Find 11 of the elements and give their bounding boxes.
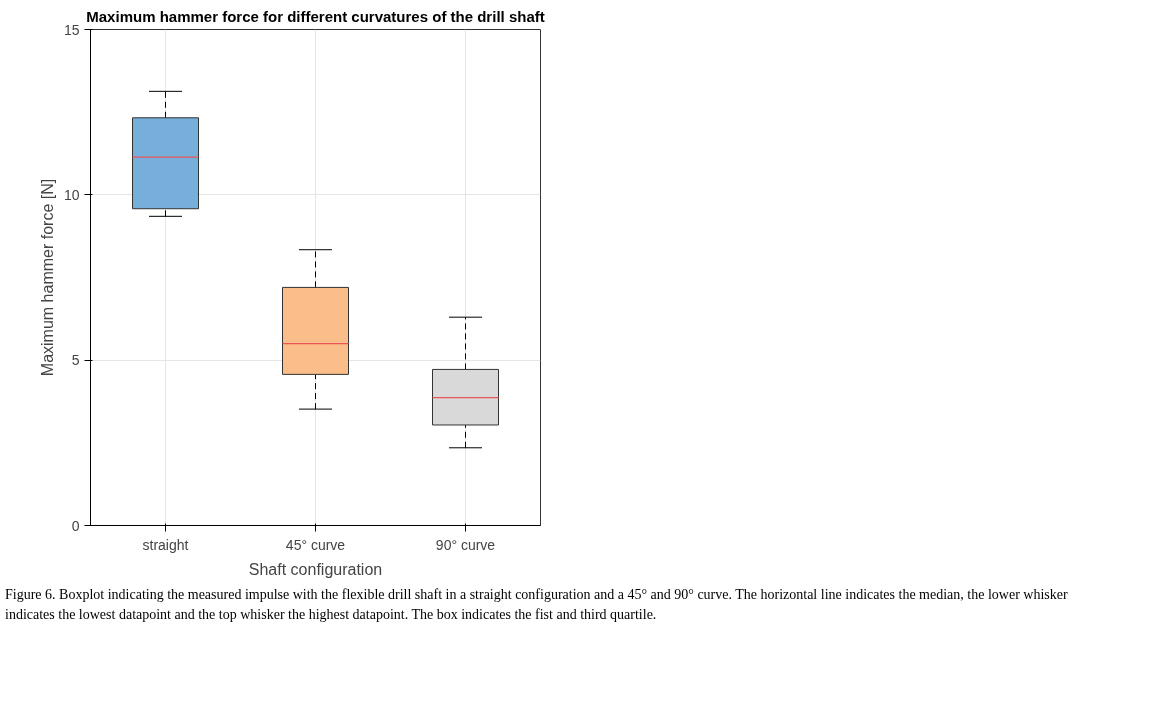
y-tick-label: 5 [71, 352, 80, 369]
x-tick-label: straight [142, 536, 189, 553]
y-tick-label: 0 [71, 517, 80, 534]
x-tick-label: 90° curve [435, 536, 496, 553]
y-axis-title: Maximum hammer force [N] [38, 178, 56, 377]
y-tick-label: 10 [63, 186, 80, 203]
x-axis-title: Shaft configuration [248, 560, 383, 578]
y-tick-label: 15 [63, 21, 80, 38]
chart-title: Maximum hammer force for different curvatures of the drill shaft [86, 7, 545, 25]
caption: Figure 6. Boxplot indicating the measured impulse with the flexible drill shaft in a straight configuration and a 45° and 90° curve. The horizontal line indicates the median, the lower whisker indicates the lowest datapoint and the top whisker the highest datapoint. The box indicates the fist and third quartile. [5, 586, 1069, 624]
x-tick-label: 45° curve [285, 536, 346, 553]
